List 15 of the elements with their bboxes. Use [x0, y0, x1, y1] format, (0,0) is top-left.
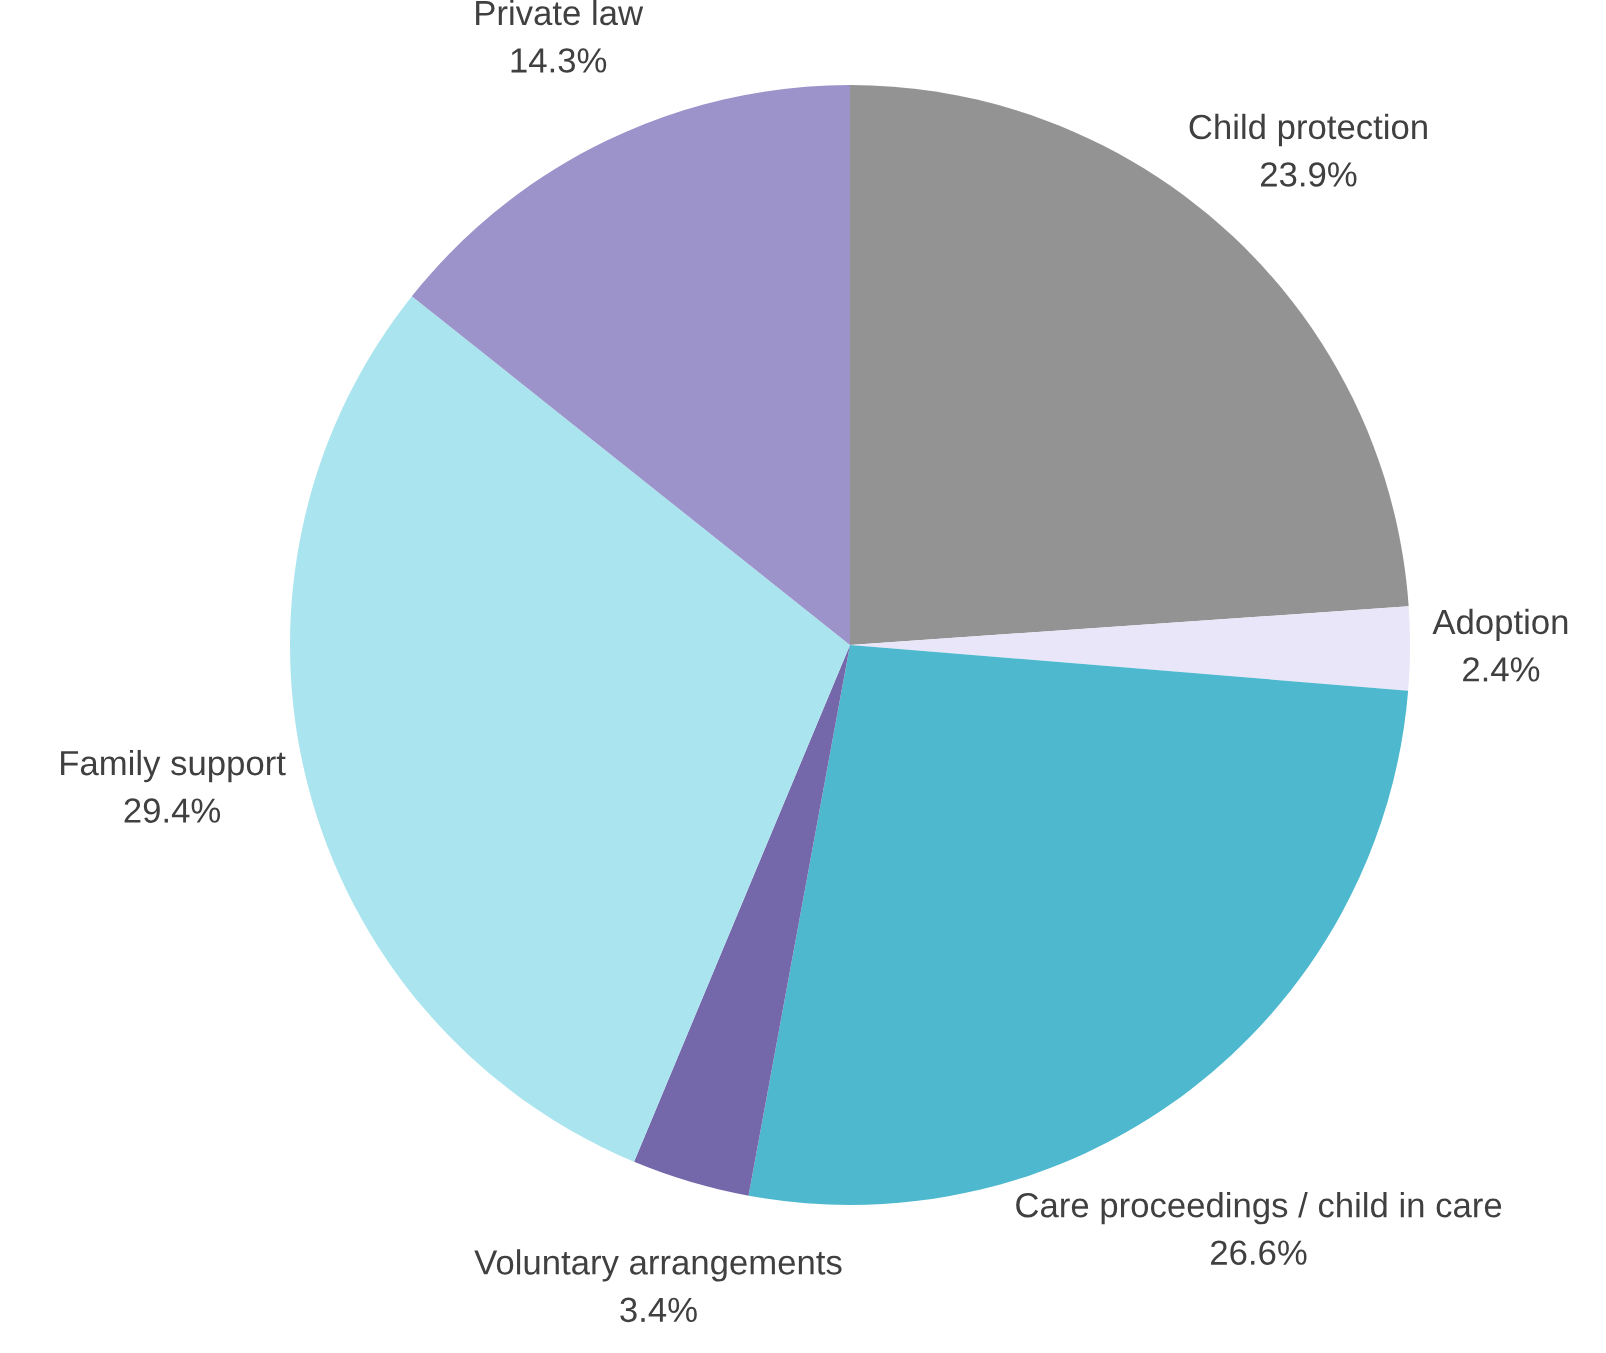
data-label: 2.4%: [1463, 657, 1540, 682]
slice-label: Voluntary arrangements: [474, 1249, 842, 1282]
data-label: 26.6%: [1211, 1240, 1307, 1265]
pie-slice: [634, 645, 850, 1196]
data-label: 29.4%: [124, 798, 221, 823]
pie-slice: [411, 85, 850, 645]
pie-slice: [290, 296, 850, 1162]
slice-label: Family support: [61, 749, 286, 783]
slice-label: Care proceedings / child in care: [1016, 1192, 1502, 1225]
data-label: 3.4%: [620, 1297, 697, 1323]
slice-label: Child protection: [1189, 113, 1427, 147]
data-label: 23.9%: [1261, 162, 1357, 187]
data-label: 14.3%: [511, 48, 607, 73]
slice-label: Adoption: [1432, 608, 1568, 642]
slice-label: Private law: [476, 0, 644, 26]
